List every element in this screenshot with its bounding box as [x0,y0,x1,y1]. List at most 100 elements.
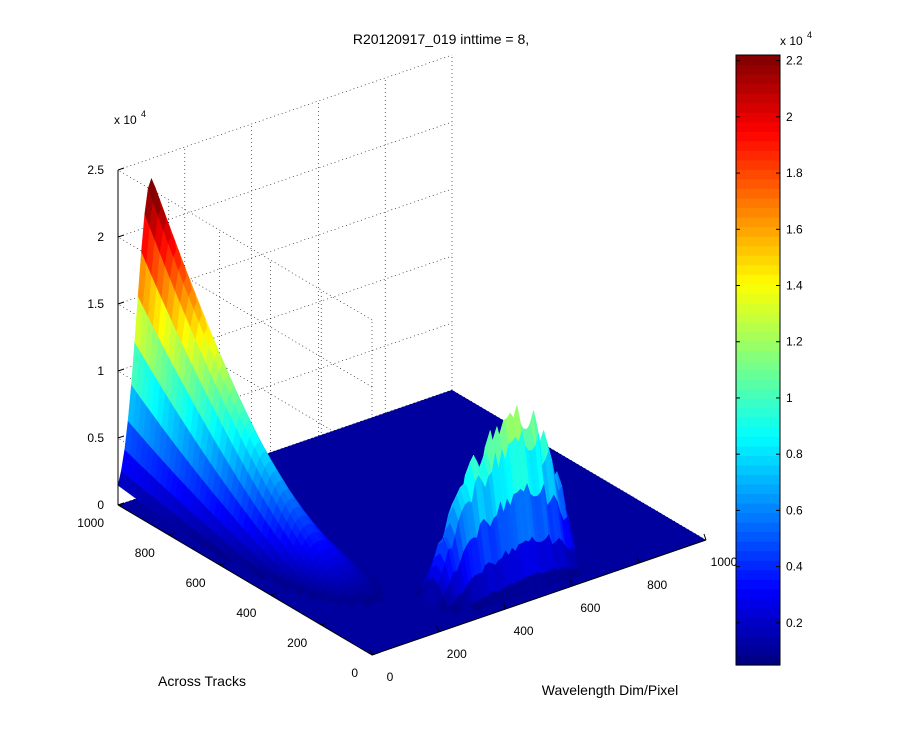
colorbar-band [736,522,780,533]
y-tick-label: 600 [186,576,206,590]
colorbar-band [736,293,780,304]
colorbar-multiplier-exponent: 4 [807,30,812,40]
colorbar-frame [735,54,781,666]
colorbar-band [736,655,780,666]
colorbar-band [736,407,780,418]
z-tick-label: 0.5 [87,431,104,445]
colorbar-band [736,550,780,561]
colorbar-band [736,626,780,638]
colorbar-band [736,388,780,399]
colorbar-band [736,445,780,456]
colorbar-band [736,493,780,504]
x-tick-label: 400 [514,624,534,638]
colorbar-band [736,150,780,161]
colorbar-tick-label: 0.8 [786,447,803,461]
colorbar-band [736,340,780,352]
colorbar-band [736,379,780,390]
colorbar-band [736,617,780,628]
colorbar-band [736,436,780,447]
colorbar-band [736,474,780,485]
colorbar-tick-label: 2.2 [786,54,803,68]
surface-cell [374,594,384,602]
y-axis-ticks: 0 200 400 600 800 1000 [77,502,379,680]
z-tick-label: 0 [97,498,104,512]
y-tick-label: 200 [287,636,307,650]
colorbar-tick-label: 1.6 [786,222,803,236]
colorbar: 0.2 0.4 0.6 0.8 1 1.2 1.4 1.6 1.8 2 2.2 x 10 4 [735,30,812,666]
colorbar-band [736,197,780,209]
y-axis-label: Across Tracks [158,673,246,689]
surface-cell [375,588,386,595]
colorbar-band [736,369,780,380]
colorbar-band [736,245,780,256]
colorbar-band [736,560,780,571]
surface-cell [373,584,384,591]
colorbar-band [736,541,780,552]
colorbar-band [736,217,780,228]
x-tick-label: 200 [447,647,467,661]
colorbar-band [736,426,780,437]
colorbar-band [736,512,780,523]
colorbar-band [736,55,780,66]
colorbar-tick-label: 0.6 [786,503,803,517]
z-multiplier-label: x 10 [114,113,137,127]
colorbar-band [736,417,780,428]
axes-frame [117,170,707,656]
colorbar-band [736,464,780,475]
colorbar-band [736,502,780,514]
z-axis-ticks: 0 0.5 1 1.5 2 2.5 [87,163,125,512]
colorbar-band [736,207,780,218]
colorbar-tick-label: 1.8 [786,166,803,180]
colorbar-band [736,607,780,618]
colorbar-band [736,636,780,647]
x-tick-label: 0 [387,670,394,684]
colorbar-band [736,178,780,190]
colorbar-band [736,274,780,285]
colorbar-band [736,131,780,142]
colorbar-band [736,83,780,94]
y-tick-label: 400 [236,606,256,620]
y-tick-label: 0 [351,666,358,680]
colorbar-band [736,112,780,123]
surface-cell [372,580,382,587]
surface-cell [370,577,380,583]
surface-cell [573,567,583,576]
y-tick-label: 1000 [77,516,104,530]
z-tick-label: 1 [97,364,104,378]
colorbar-band [736,531,780,542]
colorbar-band [736,188,780,199]
z-axis-multiplier: x 10 4 [114,109,146,127]
colorbar-tick-label: 0.4 [786,560,803,574]
surface-cell [578,557,588,570]
colorbar-band [736,569,780,580]
colorbar-band [736,140,780,151]
colorbar-multiplier-label: x 10 [780,34,803,48]
z-tick-label: 2.5 [87,163,104,177]
colorbar-band [736,483,780,495]
z-tick-label: 2 [97,230,104,244]
z-tick-label: 1.5 [87,297,104,311]
colorbar-band [736,283,780,294]
colorbar-band [736,74,780,85]
colorbar-band [736,226,780,237]
colorbar-band [736,121,780,132]
colorbar-tick-label: 2 [786,110,793,124]
colorbar-band [736,312,780,323]
x-tick-label: 1000 [711,555,738,569]
colorbar-band [736,302,780,313]
colorbar-band [736,255,780,266]
x-tick-label: 800 [647,578,667,592]
colorbar-band [736,588,780,599]
colorbar-band [736,169,780,180]
colorbar-band [736,360,780,371]
surface-cell [358,566,368,573]
surface-plot [117,177,706,655]
z-multiplier-exponent: 4 [141,109,146,119]
x-axis-label: Wavelength Dim/Pixel [542,682,678,698]
colorbar-tick-label: 0.2 [786,616,803,630]
colorbar-band [736,598,780,609]
y-tick-label: 800 [135,546,155,560]
colorbar-band [736,64,780,75]
colorbar-band [736,264,780,275]
